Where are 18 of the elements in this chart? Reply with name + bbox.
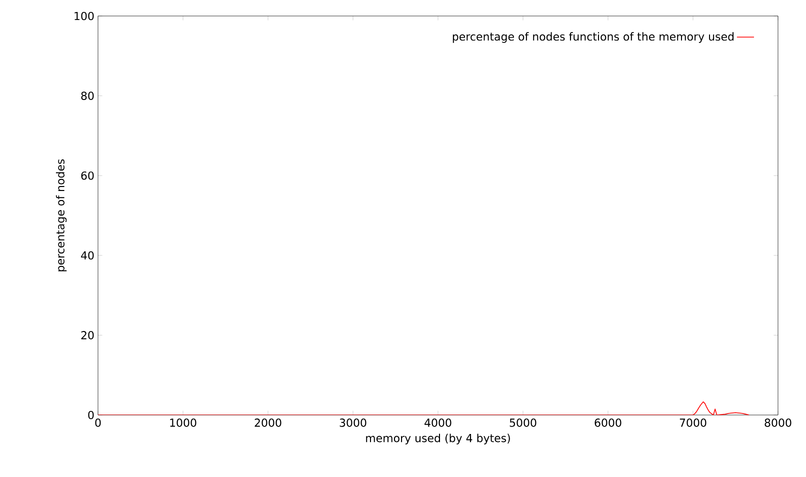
y-tick-label: 80 xyxy=(81,92,94,100)
x-axis-title: memory used (by 4 bytes) xyxy=(366,434,510,444)
x-tick-label: 4000 xyxy=(424,418,452,427)
y-tick-label: 100 xyxy=(74,12,94,20)
x-tick-label: 0 xyxy=(95,418,101,427)
y-tick-label: 20 xyxy=(81,331,94,340)
y-axis-title: percentage of nodes xyxy=(56,159,67,272)
x-tick-label: 2000 xyxy=(254,418,282,427)
x-tick-label: 5000 xyxy=(510,418,536,427)
x-tick-label: 3000 xyxy=(340,418,366,427)
x-tick-label: 6000 xyxy=(594,418,622,427)
y-tick-label: 40 xyxy=(81,251,94,260)
x-tick-label: 7000 xyxy=(680,418,706,427)
legend-label: percentage of nodes functions of the memory used xyxy=(452,32,734,43)
x-tick-label: 1000 xyxy=(170,418,196,427)
x-tick-label: 8000 xyxy=(764,418,792,427)
y-tick-label: 60 xyxy=(81,171,94,180)
y-tick-label: 0 xyxy=(88,410,94,420)
